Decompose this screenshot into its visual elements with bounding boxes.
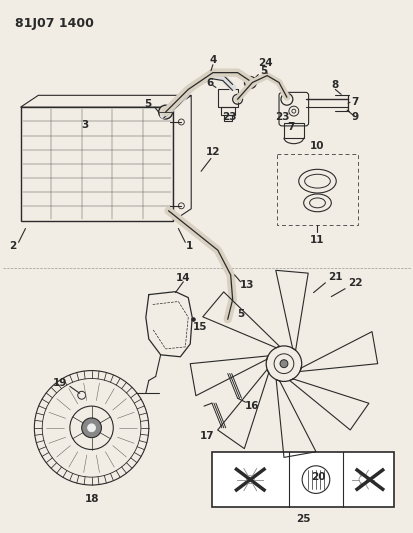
Text: 3: 3: [81, 120, 88, 130]
Text: 10: 10: [309, 141, 324, 151]
Text: 23: 23: [274, 112, 289, 122]
Text: 19: 19: [53, 378, 67, 389]
Text: 20: 20: [311, 472, 325, 482]
Text: 22: 22: [347, 278, 361, 288]
Text: 9: 9: [351, 112, 358, 122]
Circle shape: [88, 424, 95, 432]
Text: 25: 25: [295, 514, 310, 523]
Text: 4: 4: [209, 55, 216, 65]
Text: 5: 5: [236, 309, 244, 319]
Text: 17: 17: [199, 431, 214, 441]
Text: 11: 11: [309, 236, 324, 245]
Bar: [217, 90, 237, 107]
Circle shape: [244, 77, 256, 88]
Text: 7: 7: [351, 97, 358, 107]
Bar: [220, 107, 234, 115]
Bar: [276, 154, 357, 224]
Text: 8: 8: [331, 80, 338, 91]
Circle shape: [279, 360, 287, 368]
Text: 24: 24: [257, 58, 272, 68]
Text: 16: 16: [244, 401, 259, 411]
Text: 7: 7: [287, 122, 294, 132]
Circle shape: [81, 418, 101, 438]
Text: 21: 21: [327, 272, 342, 282]
Bar: [211, 453, 394, 507]
Bar: [21, 107, 173, 221]
Text: 6: 6: [206, 77, 213, 87]
Bar: [283, 123, 303, 138]
Text: 18: 18: [84, 494, 99, 504]
Text: 5: 5: [260, 66, 267, 76]
Text: 14: 14: [176, 273, 190, 283]
Text: 1: 1: [185, 241, 192, 251]
Text: 5: 5: [144, 99, 151, 109]
Text: 81J07 1400: 81J07 1400: [14, 18, 93, 30]
Text: 23: 23: [222, 112, 236, 122]
Text: 13: 13: [240, 280, 254, 290]
Text: 2: 2: [9, 241, 16, 251]
Circle shape: [158, 105, 172, 119]
Text: 15: 15: [192, 322, 207, 332]
Text: 12: 12: [205, 147, 220, 157]
Bar: [223, 115, 231, 121]
